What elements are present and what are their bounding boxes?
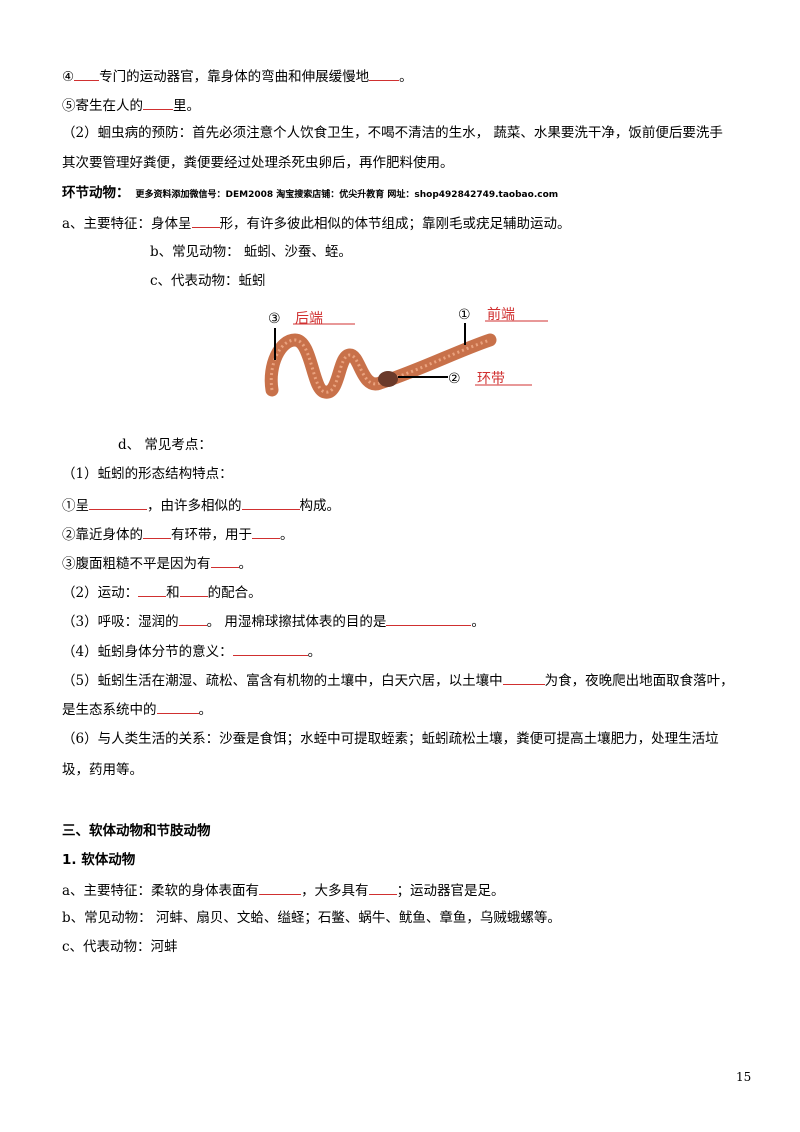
text: 为食，夜晚爬出地面取食落叶， <box>544 673 734 689</box>
text: 圾，药用等。 <box>62 762 143 778</box>
text: ，由许多相似的 <box>147 498 242 514</box>
text-line: a、主要特征：柔软的身体表面有 ，大多具有 ；运动器官是足。 <box>62 880 505 900</box>
label-text: 后端 <box>295 311 323 327</box>
text: ；运动器官是足。 <box>396 883 505 899</box>
label-number: ③ <box>268 311 281 327</box>
text: 的配合。 <box>207 585 262 601</box>
text-line: （2）蛔虫病的预防：首先必须注意个人饮食卫生，不喝不清洁的生水， 蔬菜、水果要洗… <box>62 124 723 142</box>
text-line: c、代表动物：蚯蚓 <box>150 272 266 290</box>
text-line: ⑤寄生在人的 里。 <box>62 95 200 115</box>
text: 其次要管理好粪便，粪便要经过处理杀死虫卵后，再作肥料使用。 <box>62 155 454 171</box>
label-text: 环带 <box>477 371 505 387</box>
text: a、主要特征：柔软的身体表面有 <box>62 883 260 899</box>
section-title: 三、软体动物和节肢动物 <box>62 823 211 839</box>
text-line: （4）蚯蚓身体分节的意义： 。 <box>62 641 321 661</box>
page-number: 15 <box>736 1070 752 1084</box>
text: （4）蚯蚓身体分节的意义： <box>62 644 233 660</box>
text: a、主要特征：身体呈 <box>62 216 192 232</box>
label-text: 前端 <box>487 306 515 323</box>
text: （1）蚯蚓的形态结构特点： <box>62 466 233 482</box>
text-line: d、 常见考点： <box>118 436 212 454</box>
text: ①呈 <box>62 498 89 514</box>
text: 有环带，用于 <box>171 527 252 543</box>
heading: 环节动物： 更多资料添加微信号：DEM2008 淘宝搜索店铺：优尖升教育 网址：s… <box>62 184 558 204</box>
text: 和 <box>166 585 180 601</box>
fill-blank <box>178 611 207 626</box>
fill-blank <box>252 524 280 539</box>
text: 。 <box>471 614 485 630</box>
text: ④ <box>62 69 75 85</box>
fill-blank <box>156 699 199 714</box>
text: （2）运动： <box>62 585 139 601</box>
text: 里。 <box>173 98 200 114</box>
text: ，大多具有 <box>301 883 369 899</box>
text-line: 圾，药用等。 <box>62 761 143 779</box>
text: c、代表动物：蚯蚓 <box>150 273 266 289</box>
fill-blank <box>368 880 397 895</box>
text: （3）呼吸：湿润的 <box>62 614 179 630</box>
fill-blank <box>502 670 545 685</box>
text-line: ③腹面粗糙不平是因为有 。 <box>62 553 252 573</box>
text: 是生态系统中的 <box>62 702 157 718</box>
label-number: ① <box>458 307 471 323</box>
text: 。 <box>238 556 253 572</box>
fill-blank <box>210 553 239 568</box>
subsection-title: 1. 软体动物 <box>62 852 136 868</box>
fill-blank <box>74 66 100 81</box>
text: 形，有许多彼此相似的体节组成；靠刚毛或疣足辅助运动。 <box>219 216 571 232</box>
text-line: （1）蚯蚓的形态结构特点： <box>62 465 233 483</box>
heading-note: 更多资料添加微信号：DEM2008 淘宝搜索店铺：优尖升教育 网址：shop49… <box>135 190 559 200</box>
text-line: ④ 专门的运动器官，靠身体的弯曲和伸展缓慢地 。 <box>62 66 413 86</box>
fill-blank <box>232 641 308 656</box>
text: ③腹面粗糙不平是因为有 <box>62 556 211 572</box>
text: 专门的运动器官，靠身体的弯曲和伸展缓慢地 <box>99 69 370 85</box>
text-line: a、主要特征：身体呈 形，有许多彼此相似的体节组成；靠刚毛或疣足辅助运动。 <box>62 213 571 233</box>
text: 。 <box>280 527 294 543</box>
fill-blank <box>386 611 472 626</box>
text: （2）蛔虫病的预防：首先必须注意个人饮食卫生，不喝不清洁的生水， 蔬菜、水果要洗… <box>62 125 723 141</box>
fill-blank <box>143 95 173 110</box>
text: （5）蚯蚓生活在潮湿、疏松、富含有机物的土壤中，白天穴居，以土壤中 <box>62 673 503 689</box>
fill-blank <box>89 495 147 510</box>
text-line: ①呈 ，由许多相似的 构成。 <box>62 495 340 515</box>
worm-segments <box>269 338 491 394</box>
text: （6）与人类生活的关系：沙蚕是食饵；水蛭中可提取蛭素；蚯蚓疏松土壤，粪便可提高土… <box>62 731 719 747</box>
fill-blank <box>191 213 220 228</box>
text-line: （6）与人类生活的关系：沙蚕是食饵；水蛭中可提取蛭素；蚯蚓疏松土壤，粪便可提高土… <box>62 730 719 748</box>
text-line: 其次要管理好粪便，粪便要经过处理杀死虫卵后，再作肥料使用。 <box>62 154 454 172</box>
text: 。 <box>198 702 213 718</box>
text: 。 用湿棉球擦拭体表的目的是 <box>206 614 387 630</box>
fill-blank <box>138 582 167 597</box>
text-line: 是生态系统中的 。 <box>62 699 212 719</box>
text-line: （2）运动： 和 的配合。 <box>62 582 262 602</box>
fill-blank <box>369 66 400 81</box>
heading-title: 环节动物： <box>62 185 130 201</box>
text: d、 常见考点： <box>118 437 212 453</box>
text-line: （3）呼吸：湿润的 。 用湿棉球擦拭体表的目的是 。 <box>62 611 485 631</box>
fill-blank <box>259 880 302 895</box>
text: 。 <box>307 644 322 660</box>
fill-blank <box>179 582 208 597</box>
text: ②靠近身体的 <box>62 527 143 543</box>
text-line: b、常见动物： 蚯蚓、沙蚕、蛭。 <box>150 243 352 261</box>
text: 。 <box>399 69 413 85</box>
text: 构成。 <box>299 498 341 514</box>
text: b、常见动物： 河蚌、扇贝、文蛤、缢蛏；石鳖、蜗牛、鱿鱼、章鱼，乌贼蛾螺等。 <box>62 910 561 926</box>
earthworm-figure: ③ 后端 ① 前端 ② 环带 <box>264 306 548 399</box>
fill-blank <box>143 524 171 539</box>
text: ⑤寄生在人的 <box>62 98 143 114</box>
label-number: ② <box>448 371 461 387</box>
text: b、常见动物： 蚯蚓、沙蚕、蛭。 <box>150 244 352 260</box>
text: c、代表动物：河蚌 <box>62 939 178 955</box>
text-line: （5）蚯蚓生活在潮湿、疏松、富含有机物的土壤中，白天穴居，以土壤中 为食，夜晚爬出… <box>62 670 734 690</box>
text-line: ②靠近身体的 有环带，用于 。 <box>62 524 294 544</box>
text-line: b、常见动物： 河蚌、扇贝、文蛤、缢蛏；石鳖、蜗牛、鱿鱼、章鱼，乌贼蛾螺等。 <box>62 909 561 927</box>
clitellum <box>378 371 398 387</box>
text-line: c、代表动物：河蚌 <box>62 938 178 956</box>
fill-blank <box>241 495 300 510</box>
